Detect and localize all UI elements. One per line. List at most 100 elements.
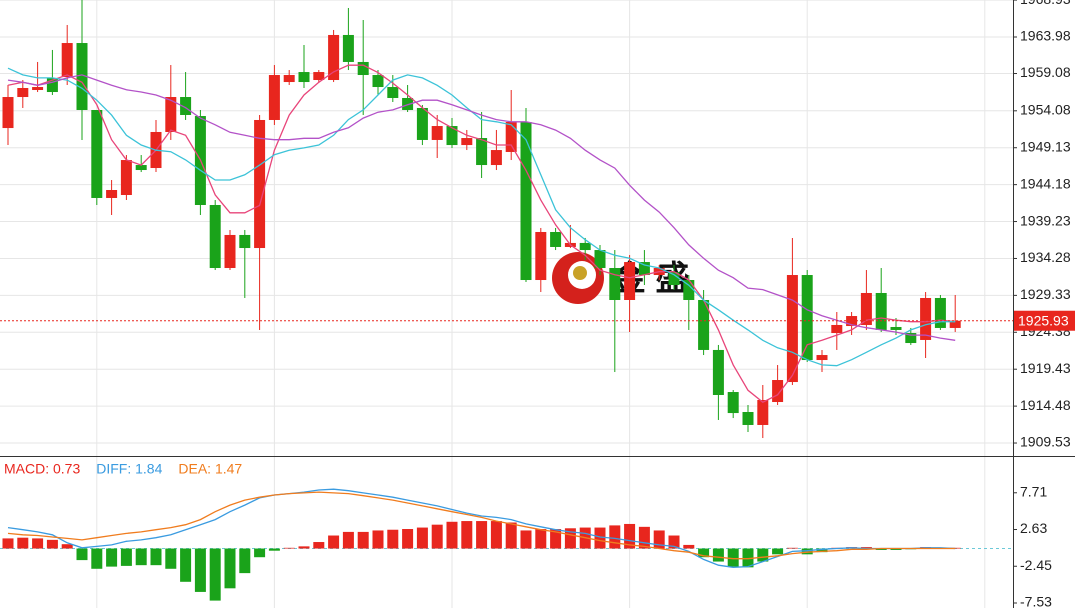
candle-body [342, 34, 354, 62]
macd-bar [653, 530, 665, 549]
candle-body [846, 316, 858, 327]
candle-body [313, 72, 325, 81]
macd-bar [609, 525, 621, 549]
y-tick-label: 1963.98 [1020, 28, 1071, 44]
candle-body [801, 275, 813, 361]
macd-bar [150, 548, 162, 566]
candle-body [402, 97, 414, 110]
macd-bar [313, 542, 325, 549]
last-price-label: 1925.93 [1018, 312, 1069, 328]
marks: MACD: 0.73 DIFF: 1.84 DEA: 1.47 [0, 0, 1013, 601]
y-tick-label: -7.53 [1020, 594, 1052, 608]
macd-bar [520, 530, 532, 549]
candle-body [594, 250, 606, 269]
moving-average-line [7, 67, 956, 367]
macd-bar [786, 547, 798, 549]
candle-body [91, 109, 103, 198]
macd-bar [106, 548, 118, 567]
moving-average-line [7, 64, 956, 403]
candle-body [579, 242, 591, 251]
candle-body [816, 355, 828, 361]
candle-body [61, 43, 73, 78]
candle-body [609, 268, 621, 300]
macd-bar [165, 548, 177, 569]
macd-bar [239, 548, 251, 574]
macd-bar [683, 544, 695, 549]
candle-body [683, 280, 695, 300]
y-tick-label: 1968.93 [1020, 0, 1071, 7]
y-axis: 1968.93 1963.98 1959.08 1954.08 1949.13 1944.… [1013, 0, 1075, 608]
macd-bar [254, 548, 266, 558]
legend-entry: DEA: 1.47 [178, 461, 242, 477]
candle-body [120, 160, 132, 196]
macd-bar [402, 529, 414, 549]
candle-body [727, 392, 739, 414]
macd-bar [76, 548, 88, 561]
candle-body [875, 292, 887, 330]
y-tick-label: 1929.33 [1020, 286, 1071, 302]
y-tick-label: 1934.28 [1020, 249, 1071, 265]
candle-body [328, 34, 340, 81]
candle-body [46, 78, 58, 93]
macd-bar [727, 548, 739, 567]
candle-body [209, 204, 221, 269]
y-tick-label: -2.45 [1020, 557, 1052, 573]
macd-bar [890, 548, 902, 550]
candle-body [268, 75, 280, 120]
macd-bar [476, 521, 488, 549]
macd-bar [224, 548, 236, 589]
macd-bar [91, 548, 103, 569]
y-tick-label: 1949.13 [1020, 138, 1071, 154]
candle-body [165, 97, 177, 132]
macd-bar [564, 528, 576, 549]
candle-body [624, 262, 636, 300]
candle-body [505, 121, 517, 152]
legend-entry: DIFF: 1.84 [96, 461, 162, 477]
candle-body [135, 165, 147, 171]
macd-line [7, 488, 956, 568]
macd-bar [209, 548, 221, 601]
candle-body [2, 97, 14, 129]
candle-body [550, 231, 562, 247]
macd-bar [816, 548, 828, 553]
macd-bar [387, 529, 399, 549]
candle-body [920, 297, 932, 340]
macd-bar [32, 538, 44, 549]
candle-body [387, 87, 399, 98]
candle-body [772, 380, 784, 403]
y-tick-label: 1919.43 [1020, 360, 1071, 376]
candle-body [890, 326, 902, 330]
macd-bar [698, 548, 710, 558]
candle-body [698, 299, 710, 350]
macd-bar [461, 521, 473, 549]
y-tick-label: 1959.08 [1020, 64, 1071, 80]
candle-body [416, 107, 428, 140]
candle-body [254, 119, 266, 249]
candle-body [32, 87, 44, 91]
candle-body [831, 324, 843, 334]
last-price-box [1014, 310, 1075, 331]
candle-body [520, 121, 532, 281]
macd-bar [550, 529, 562, 549]
candle-body [905, 333, 917, 344]
macd-bar [135, 548, 147, 566]
macd-bar [490, 521, 502, 549]
candle-body [76, 43, 88, 110]
macd-bar [505, 522, 517, 549]
macd-bar [61, 544, 73, 549]
y-tick-label: 2.63 [1020, 520, 1047, 536]
macd-bar [594, 527, 606, 549]
macd-bar [328, 535, 340, 549]
candle-body [298, 72, 310, 83]
candle-body [757, 399, 769, 425]
macd-bar [668, 535, 680, 549]
candle-body [476, 138, 488, 166]
candle-body [949, 320, 961, 328]
macd-bar [772, 548, 784, 555]
logo-core [573, 266, 587, 280]
candle-body [431, 126, 443, 140]
macd-bar [357, 531, 369, 549]
candle-body [357, 61, 369, 76]
candle-body [239, 234, 251, 249]
